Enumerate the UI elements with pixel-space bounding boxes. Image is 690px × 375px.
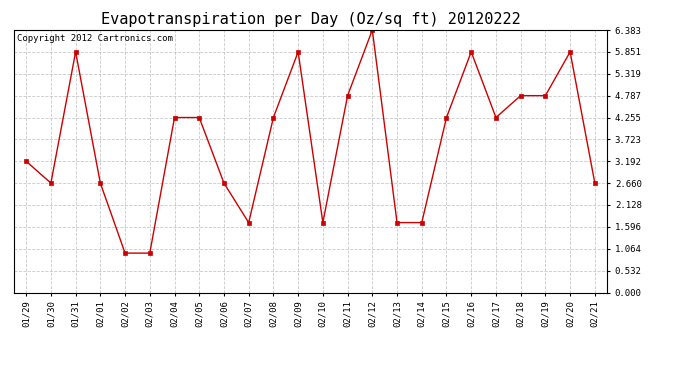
Title: Evapotranspiration per Day (Oz/sq ft) 20120222: Evapotranspiration per Day (Oz/sq ft) 20…: [101, 12, 520, 27]
Text: Copyright 2012 Cartronics.com: Copyright 2012 Cartronics.com: [17, 34, 172, 43]
